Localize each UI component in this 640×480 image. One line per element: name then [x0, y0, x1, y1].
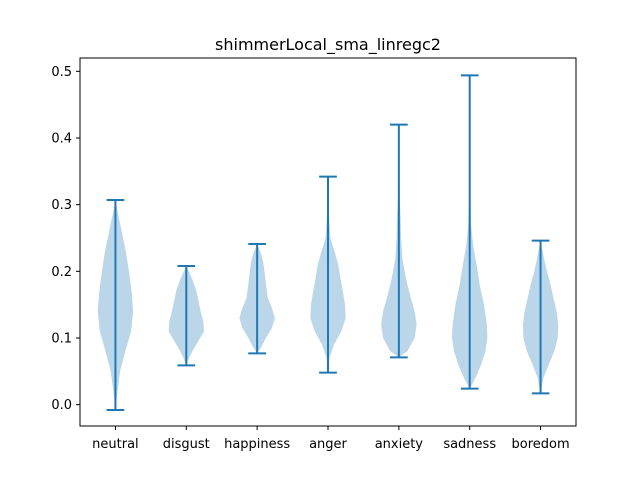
y-axis: 0.0 0.1 0.2 0.3 0.4 0.5: [51, 65, 80, 413]
y-tick-label: 0.0: [51, 398, 72, 413]
x-tick-label-sadness: sadness: [443, 437, 496, 452]
x-tick-label-anxiety: anxiety: [375, 437, 424, 452]
y-tick-label: 0.5: [51, 65, 72, 80]
x-tick-label-disgust: disgust: [163, 437, 210, 452]
x-tick-label-happiness: happiness: [224, 437, 290, 452]
y-tick-label: 0.4: [51, 132, 72, 147]
y-tick-label: 0.2: [51, 265, 72, 280]
x-tick-label-anger: anger: [309, 437, 347, 452]
x-tick-label-boredom: boredom: [512, 437, 570, 452]
y-tick-label: 0.1: [51, 332, 72, 347]
chart-title: shimmerLocal_sma_linregc2: [215, 35, 441, 55]
y-tick-label: 0.3: [51, 198, 72, 213]
x-tick-label-neutral: neutral: [92, 437, 139, 452]
x-axis: neutral disgust happiness anger anxiety sadne…: [92, 426, 570, 452]
plot-frame: [79, 57, 577, 427]
violins-layer: [97, 74, 559, 411]
